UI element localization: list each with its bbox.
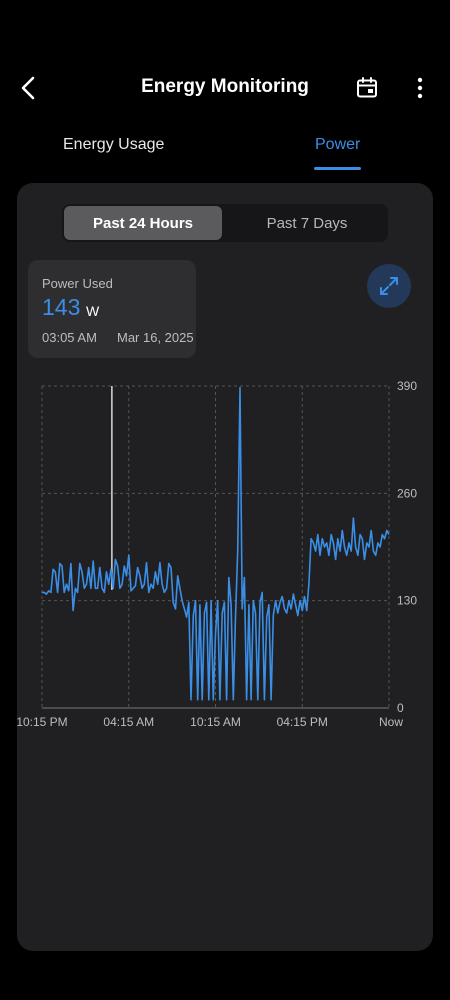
- page-title: Energy Monitoring: [141, 76, 309, 97]
- x-tick-label: Now: [379, 715, 403, 729]
- power-tooltip: Power Used 143 W 03:05 AM Mar 16, 2025: [28, 260, 196, 358]
- back-button[interactable]: [12, 70, 44, 106]
- power-chart[interactable]: 0 130 260 390 10:15 PM 04:15 AM 10:15 AM 04:15…: [17, 183, 433, 743]
- app-header: Energy Monitoring: [0, 60, 450, 116]
- tooltip-unit: W: [86, 303, 100, 319]
- y-tick-label: 0: [397, 701, 404, 715]
- y-tick-label: 260: [397, 486, 417, 500]
- power-card: Past 24 Hours Past 7 Days Power Used 143…: [17, 183, 433, 951]
- tab-power[interactable]: Power: [315, 136, 361, 153]
- y-axis-ticks: 0 130 260 390: [397, 379, 417, 715]
- x-tick-label: 04:15 AM: [103, 715, 154, 729]
- x-tick-label: 04:15 PM: [277, 715, 328, 729]
- y-tick-label: 130: [397, 594, 417, 608]
- chevron-left-icon: [21, 76, 35, 100]
- tooltip-time: 03:05 AM: [42, 330, 97, 345]
- active-tab-indicator: [314, 167, 361, 170]
- tooltip-value: 143: [42, 294, 81, 320]
- y-tick-label: 390: [397, 379, 417, 393]
- expand-chart-button[interactable]: [367, 264, 411, 308]
- tooltip-date: Mar 16, 2025: [117, 330, 194, 345]
- x-axis-ticks: 10:15 PM 04:15 AM 10:15 AM 04:15 PM Now: [17, 715, 403, 729]
- range-past-7-days[interactable]: Past 7 Days: [266, 214, 348, 232]
- calendar-button[interactable]: [352, 73, 382, 103]
- range-selector: Past 24 Hours Past 7 Days: [62, 204, 388, 242]
- power-series-line: [42, 386, 390, 701]
- calendar-icon: [357, 77, 377, 98]
- range-past-24-hours[interactable]: Past 24 Hours: [64, 206, 222, 240]
- expand-icon: [380, 277, 398, 295]
- more-vertical-icon: [417, 77, 423, 99]
- tooltip-label: Power Used: [42, 276, 113, 291]
- x-tick-label: 10:15 PM: [17, 715, 68, 729]
- tab-energy-usage[interactable]: Energy Usage: [63, 136, 165, 153]
- x-tick-label: 10:15 AM: [190, 715, 241, 729]
- chart-grid: [41, 385, 390, 709]
- tab-bar: Energy Usage Power: [0, 128, 450, 176]
- more-options-button[interactable]: [408, 73, 432, 103]
